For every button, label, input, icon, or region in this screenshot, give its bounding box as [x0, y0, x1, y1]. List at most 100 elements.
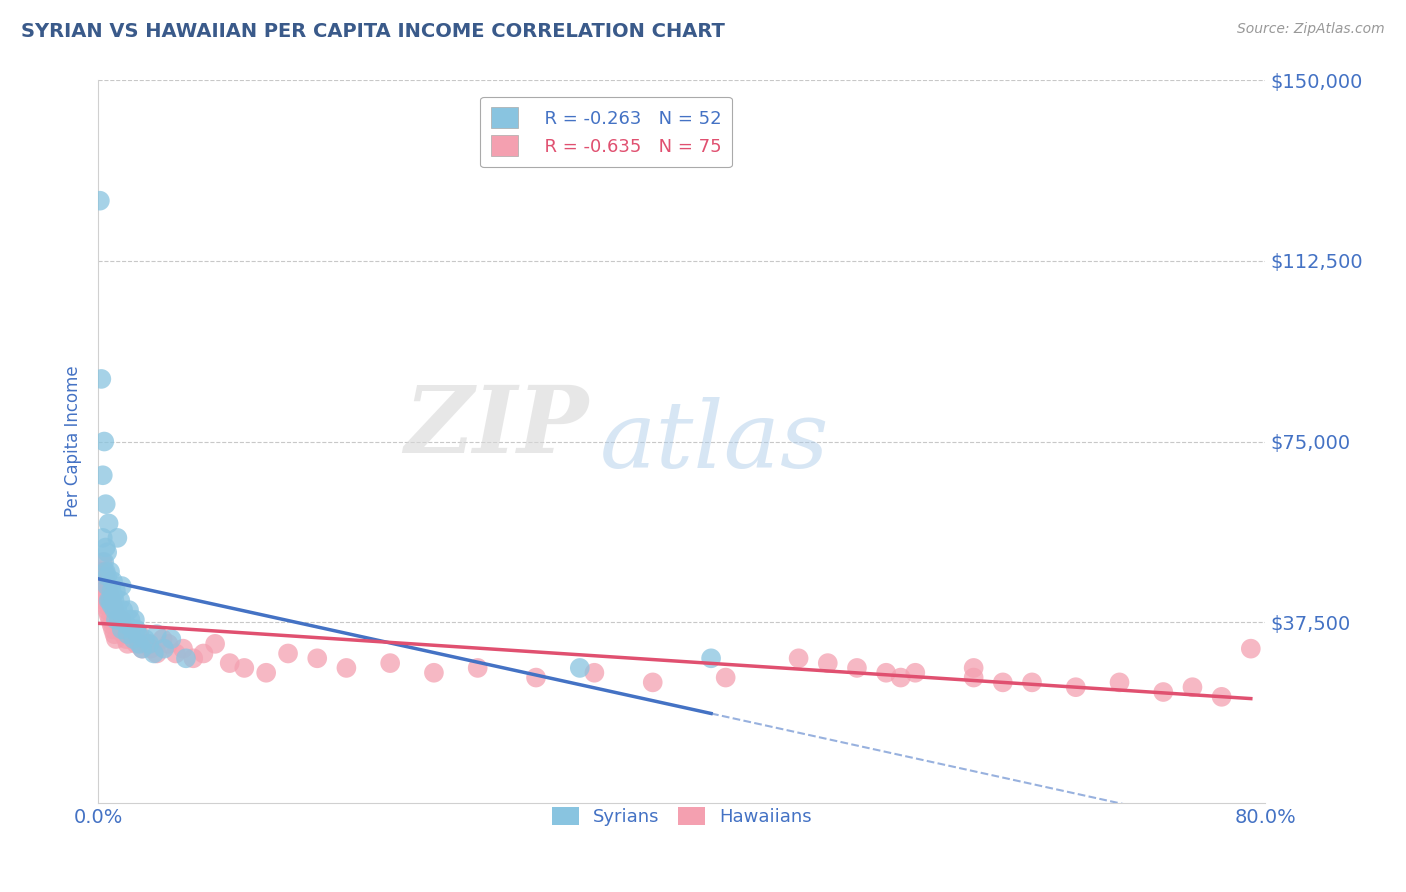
- Point: [94, 569, 117, 583]
- Point: [165, 647, 187, 661]
- Point: [100, 583, 122, 598]
- Point: [115, 632, 138, 646]
- Point: [152, 632, 174, 646]
- Point: [120, 627, 142, 641]
- Point: [120, 613, 142, 627]
- Point: [91, 589, 114, 603]
- Point: [103, 627, 125, 641]
- Point: [700, 651, 723, 665]
- Point: [97, 607, 120, 622]
- Point: [524, 671, 547, 685]
- Point: [122, 632, 145, 646]
- Point: [103, 603, 125, 617]
- Point: [100, 593, 122, 607]
- Point: [174, 651, 197, 665]
- Point: [110, 623, 132, 637]
- Point: [93, 565, 115, 579]
- Point: [104, 607, 127, 622]
- Point: [568, 661, 591, 675]
- Point: [117, 637, 139, 651]
- Point: [97, 516, 120, 531]
- Point: [875, 665, 897, 680]
- Point: [335, 661, 357, 675]
- Point: [172, 641, 194, 656]
- Point: [277, 647, 299, 661]
- Point: [93, 593, 115, 607]
- Point: [193, 647, 215, 661]
- Point: [157, 637, 180, 651]
- Point: [114, 623, 136, 637]
- Point: [112, 627, 135, 641]
- Point: [103, 603, 125, 617]
- Point: [98, 589, 121, 603]
- Point: [714, 671, 737, 685]
- Point: [142, 647, 165, 661]
- Point: [962, 671, 984, 685]
- Point: [160, 632, 183, 646]
- Y-axis label: Per Capita Income: Per Capita Income: [65, 366, 83, 517]
- Point: [105, 613, 128, 627]
- Point: [1240, 641, 1263, 656]
- Point: [1064, 680, 1087, 694]
- Point: [254, 665, 277, 680]
- Point: [91, 531, 114, 545]
- Point: [962, 661, 984, 675]
- Point: [105, 603, 128, 617]
- Point: [122, 632, 145, 646]
- Point: [218, 656, 240, 670]
- Point: [93, 555, 115, 569]
- Point: [121, 623, 143, 637]
- Point: [105, 531, 128, 545]
- Point: [97, 583, 120, 598]
- Point: [96, 579, 118, 593]
- Point: [103, 593, 125, 607]
- Point: [423, 665, 446, 680]
- Point: [114, 613, 136, 627]
- Point: [204, 637, 226, 651]
- Point: [94, 541, 117, 555]
- Point: [125, 623, 148, 637]
- Point: [117, 627, 139, 641]
- Point: [146, 627, 169, 641]
- Point: [101, 589, 124, 603]
- Text: ZIP: ZIP: [405, 382, 589, 472]
- Point: [93, 434, 115, 449]
- Point: [146, 647, 169, 661]
- Point: [89, 565, 111, 579]
- Point: [98, 613, 121, 627]
- Text: Source: ZipAtlas.com: Source: ZipAtlas.com: [1237, 22, 1385, 37]
- Text: SYRIAN VS HAWAIIAN PER CAPITA INCOME CORRELATION CHART: SYRIAN VS HAWAIIAN PER CAPITA INCOME COR…: [21, 22, 725, 41]
- Point: [94, 599, 117, 613]
- Point: [100, 599, 122, 613]
- Point: [135, 637, 157, 651]
- Point: [90, 583, 112, 598]
- Point: [89, 194, 111, 208]
- Point: [1152, 685, 1174, 699]
- Point: [134, 632, 156, 646]
- Point: [124, 613, 146, 627]
- Point: [991, 675, 1014, 690]
- Point: [111, 579, 134, 593]
- Point: [138, 637, 160, 651]
- Point: [96, 603, 118, 617]
- Point: [128, 637, 150, 651]
- Point: [115, 617, 138, 632]
- Point: [91, 468, 114, 483]
- Point: [131, 641, 153, 656]
- Point: [131, 641, 153, 656]
- Point: [90, 372, 112, 386]
- Point: [153, 641, 176, 656]
- Point: [1021, 675, 1043, 690]
- Point: [104, 632, 127, 646]
- Point: [1211, 690, 1233, 704]
- Point: [904, 665, 927, 680]
- Point: [111, 613, 134, 627]
- Point: [139, 641, 162, 656]
- Point: [108, 617, 131, 632]
- Point: [91, 555, 114, 569]
- Point: [307, 651, 329, 665]
- Point: [111, 623, 134, 637]
- Point: [90, 574, 112, 589]
- Point: [641, 675, 664, 690]
- Point: [890, 671, 912, 685]
